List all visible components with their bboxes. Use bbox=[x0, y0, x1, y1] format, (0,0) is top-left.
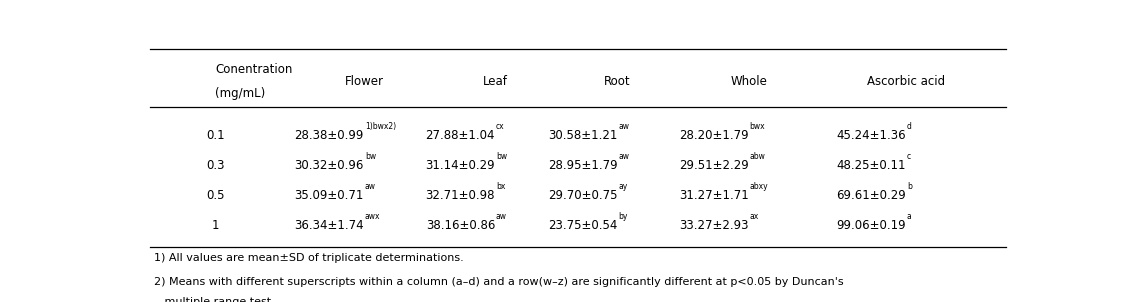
Text: 69.61±0.29: 69.61±0.29 bbox=[836, 189, 906, 202]
Text: 35.09±0.71: 35.09±0.71 bbox=[294, 189, 364, 202]
Text: c: c bbox=[907, 152, 911, 161]
Text: d: d bbox=[907, 122, 911, 131]
Text: Root: Root bbox=[605, 75, 631, 88]
Text: 2) Means with different superscripts within a column (a–d) and a row(w–z) are si: 2) Means with different superscripts wit… bbox=[155, 277, 844, 287]
Text: 38.16±0.86: 38.16±0.86 bbox=[425, 219, 495, 232]
Text: 0.5: 0.5 bbox=[206, 189, 224, 202]
Text: aw: aw bbox=[618, 152, 629, 161]
Text: 31.27±1.71: 31.27±1.71 bbox=[679, 189, 749, 202]
Text: Whole: Whole bbox=[730, 75, 767, 88]
Text: 48.25±0.11: 48.25±0.11 bbox=[837, 159, 906, 172]
Text: 30.58±1.21: 30.58±1.21 bbox=[548, 129, 617, 142]
Text: 1) All values are mean±SD of triplicate determinations.: 1) All values are mean±SD of triplicate … bbox=[155, 253, 464, 263]
Text: b: b bbox=[907, 182, 911, 191]
Text: bw: bw bbox=[496, 152, 508, 161]
Text: 29.51±2.29: 29.51±2.29 bbox=[679, 159, 749, 172]
Text: 36.34±1.74: 36.34±1.74 bbox=[294, 219, 364, 232]
Text: abxy: abxy bbox=[749, 182, 768, 191]
Text: 0.3: 0.3 bbox=[206, 159, 224, 172]
Text: (mg/mL): (mg/mL) bbox=[215, 87, 265, 100]
Text: multiple range test.: multiple range test. bbox=[155, 297, 275, 302]
Text: aw: aw bbox=[364, 182, 376, 191]
Text: by: by bbox=[618, 212, 627, 221]
Text: 28.95±1.79: 28.95±1.79 bbox=[548, 159, 617, 172]
Text: abw: abw bbox=[749, 152, 765, 161]
Text: cx: cx bbox=[496, 122, 504, 131]
Text: 33.27±2.93: 33.27±2.93 bbox=[679, 219, 749, 232]
Text: aw: aw bbox=[618, 122, 629, 131]
Text: ax: ax bbox=[749, 212, 759, 221]
Text: ay: ay bbox=[618, 182, 627, 191]
Text: 31.14±0.29: 31.14±0.29 bbox=[425, 159, 495, 172]
Text: 32.71±0.98: 32.71±0.98 bbox=[425, 189, 495, 202]
Text: Conentration: Conentration bbox=[215, 63, 292, 76]
Text: 99.06±0.19: 99.06±0.19 bbox=[836, 219, 906, 232]
Text: 28.38±0.99: 28.38±0.99 bbox=[294, 129, 364, 142]
Text: a: a bbox=[907, 212, 911, 221]
Text: Leaf: Leaf bbox=[483, 75, 508, 88]
Text: 30.32±0.96: 30.32±0.96 bbox=[294, 159, 364, 172]
Text: 0.1: 0.1 bbox=[206, 129, 224, 142]
Text: 1: 1 bbox=[212, 219, 219, 232]
Text: bw: bw bbox=[364, 152, 376, 161]
Text: aw: aw bbox=[496, 212, 506, 221]
Text: Flower: Flower bbox=[344, 75, 384, 88]
Text: 45.24±1.36: 45.24±1.36 bbox=[836, 129, 906, 142]
Text: bx: bx bbox=[496, 182, 505, 191]
Text: 27.88±1.04: 27.88±1.04 bbox=[425, 129, 495, 142]
Text: awx: awx bbox=[364, 212, 380, 221]
Text: 23.75±0.54: 23.75±0.54 bbox=[548, 219, 617, 232]
Text: bwx: bwx bbox=[749, 122, 765, 131]
Text: 28.20±1.79: 28.20±1.79 bbox=[679, 129, 749, 142]
Text: 1)bwx2): 1)bwx2) bbox=[364, 122, 396, 131]
Text: Ascorbic acid: Ascorbic acid bbox=[866, 75, 945, 88]
Text: 29.70±0.75: 29.70±0.75 bbox=[548, 189, 617, 202]
